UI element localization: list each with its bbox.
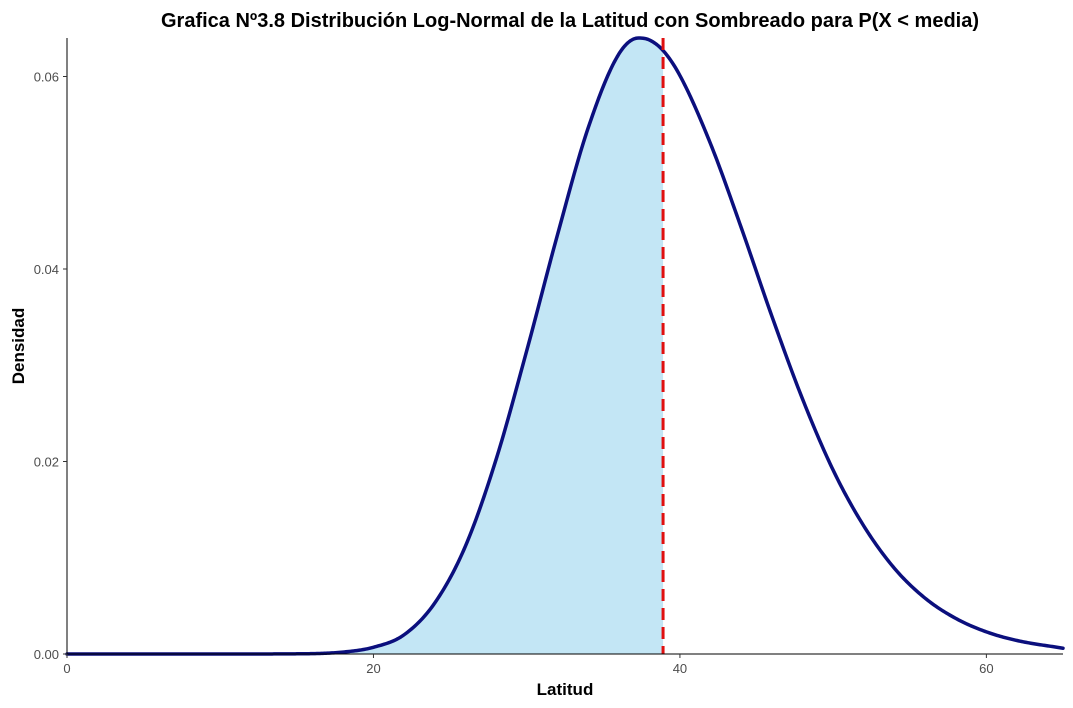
y-tick-label: 0.04 (34, 262, 59, 277)
x-axis-ticks: 0 20 40 60 (63, 654, 994, 676)
y-axis-ticks: 0.00 0.02 0.04 0.06 (34, 70, 67, 662)
y-tick-label: 0.00 (34, 647, 59, 662)
y-axis-label: Densidad (9, 308, 28, 385)
x-tick-label: 40 (673, 661, 687, 676)
x-axis-label: Latitud (537, 680, 594, 699)
shaded-area-below-mean (67, 38, 664, 654)
x-tick-label: 0 (63, 661, 70, 676)
x-tick-label: 60 (979, 661, 993, 676)
y-tick-label: 0.02 (34, 455, 59, 470)
y-tick-label: 0.06 (34, 70, 59, 85)
x-tick-label: 20 (366, 661, 380, 676)
chart-title: Grafica Nº3.8 Distribución Log-Normal de… (161, 10, 979, 32)
